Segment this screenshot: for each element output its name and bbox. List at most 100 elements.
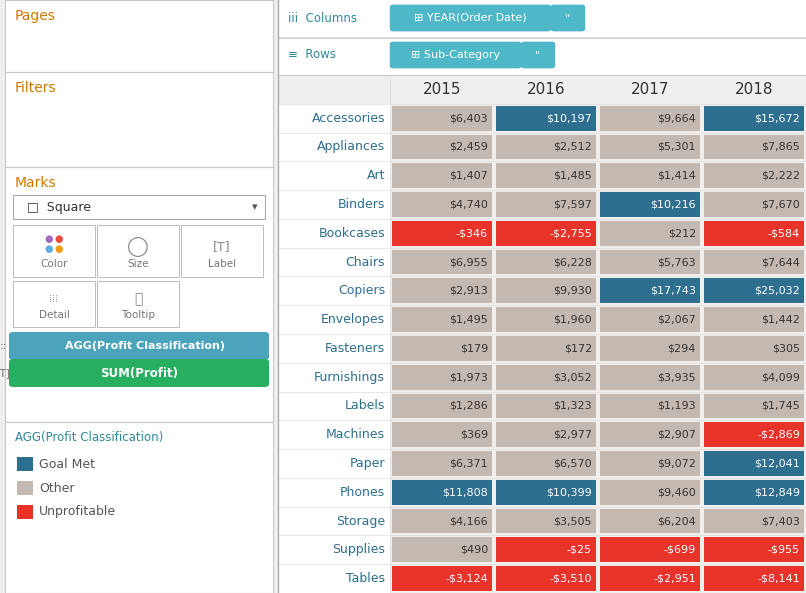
Bar <box>13 335 265 357</box>
Bar <box>278 449 390 478</box>
Bar <box>600 566 700 591</box>
Text: -$3,124: -$3,124 <box>445 573 488 584</box>
Bar <box>600 365 700 390</box>
Text: $3,052: $3,052 <box>554 372 592 382</box>
Bar <box>5 0 273 72</box>
Bar <box>600 480 700 505</box>
Text: $2,907: $2,907 <box>657 430 696 440</box>
Text: ●: ● <box>55 234 63 244</box>
Bar <box>600 135 700 160</box>
Text: $1,745: $1,745 <box>761 401 800 411</box>
Text: $7,865: $7,865 <box>761 142 800 152</box>
Bar <box>704 221 804 246</box>
Text: □  Square: □ Square <box>27 200 91 213</box>
Bar <box>704 566 804 591</box>
Text: Machines: Machines <box>326 428 385 441</box>
Text: 2017: 2017 <box>631 82 669 97</box>
Bar <box>600 192 700 217</box>
Bar <box>704 451 804 476</box>
Text: Unprofitable: Unprofitable <box>39 505 116 518</box>
Bar <box>97 225 179 277</box>
Text: Marks: Marks <box>15 176 56 190</box>
Bar <box>704 192 804 217</box>
Bar <box>278 133 390 161</box>
Bar <box>181 225 263 277</box>
Bar <box>496 480 596 505</box>
Text: $10,399: $10,399 <box>546 487 592 498</box>
Text: $2,512: $2,512 <box>553 142 592 152</box>
Bar <box>97 281 179 327</box>
Bar <box>392 307 492 332</box>
Bar <box>600 537 700 562</box>
Bar <box>600 422 700 447</box>
Text: $9,930: $9,930 <box>553 286 592 296</box>
Text: $3,935: $3,935 <box>658 372 696 382</box>
Text: $7,670: $7,670 <box>761 199 800 209</box>
Bar <box>600 250 700 275</box>
Text: ≡  Rows: ≡ Rows <box>288 49 336 62</box>
Text: $6,955: $6,955 <box>450 257 488 267</box>
Text: $1,960: $1,960 <box>554 315 592 324</box>
Text: $1,323: $1,323 <box>554 401 592 411</box>
Text: $9,664: $9,664 <box>657 113 696 123</box>
Bar <box>600 509 700 534</box>
Bar <box>496 509 596 534</box>
Bar <box>600 221 700 246</box>
Text: Label: Label <box>208 259 236 269</box>
Bar <box>496 422 596 447</box>
Bar <box>278 248 390 276</box>
Bar <box>278 420 390 449</box>
Text: ⊞ YEAR(Order Date): ⊞ YEAR(Order Date) <box>414 13 527 23</box>
Text: $172: $172 <box>563 343 592 353</box>
Text: Chairs: Chairs <box>346 256 385 269</box>
Text: 2015: 2015 <box>423 82 461 97</box>
FancyBboxPatch shape <box>9 359 269 387</box>
Text: Labels: Labels <box>345 400 385 413</box>
Text: [T]: [T] <box>214 241 231 253</box>
Text: $9,460: $9,460 <box>657 487 696 498</box>
FancyBboxPatch shape <box>390 42 521 68</box>
Bar <box>17 505 33 519</box>
Text: 2018: 2018 <box>735 82 773 97</box>
Text: $12,849: $12,849 <box>754 487 800 498</box>
Text: Pages: Pages <box>15 9 56 23</box>
Bar <box>392 537 492 562</box>
Bar <box>5 72 273 167</box>
Text: -$3,510: -$3,510 <box>550 573 592 584</box>
Text: Filters: Filters <box>15 81 56 95</box>
Bar <box>5 422 273 593</box>
Text: iii  Columns: iii Columns <box>288 11 357 24</box>
Bar <box>278 190 390 219</box>
Text: Fasteners: Fasteners <box>325 342 385 355</box>
Text: Furnishings: Furnishings <box>314 371 385 384</box>
Bar <box>496 221 596 246</box>
Text: Copiers: Copiers <box>338 284 385 297</box>
Bar <box>392 192 492 217</box>
Text: $4,740: $4,740 <box>449 199 488 209</box>
Bar <box>600 307 700 332</box>
FancyBboxPatch shape <box>9 332 269 360</box>
Bar <box>278 305 390 334</box>
Text: $10,197: $10,197 <box>546 113 592 123</box>
Text: $1,193: $1,193 <box>658 401 696 411</box>
Text: ▾: ▾ <box>252 202 258 212</box>
Text: $179: $179 <box>459 343 488 353</box>
Bar <box>600 451 700 476</box>
Text: $4,166: $4,166 <box>450 516 488 526</box>
Text: ●: ● <box>55 244 63 254</box>
Text: $15,672: $15,672 <box>754 113 800 123</box>
Bar <box>704 250 804 275</box>
Text: ": " <box>535 50 541 60</box>
FancyBboxPatch shape <box>550 5 585 31</box>
Bar <box>13 281 95 327</box>
Bar <box>5 167 273 422</box>
Text: $12,041: $12,041 <box>754 458 800 468</box>
Text: -$955: -$955 <box>768 545 800 555</box>
Text: $2,222: $2,222 <box>761 171 800 181</box>
Bar <box>496 307 596 332</box>
Text: Other: Other <box>39 482 74 495</box>
Bar <box>278 535 390 564</box>
Text: ::: :: <box>0 341 6 351</box>
Text: -$25: -$25 <box>567 545 592 555</box>
Text: $10,216: $10,216 <box>650 199 696 209</box>
